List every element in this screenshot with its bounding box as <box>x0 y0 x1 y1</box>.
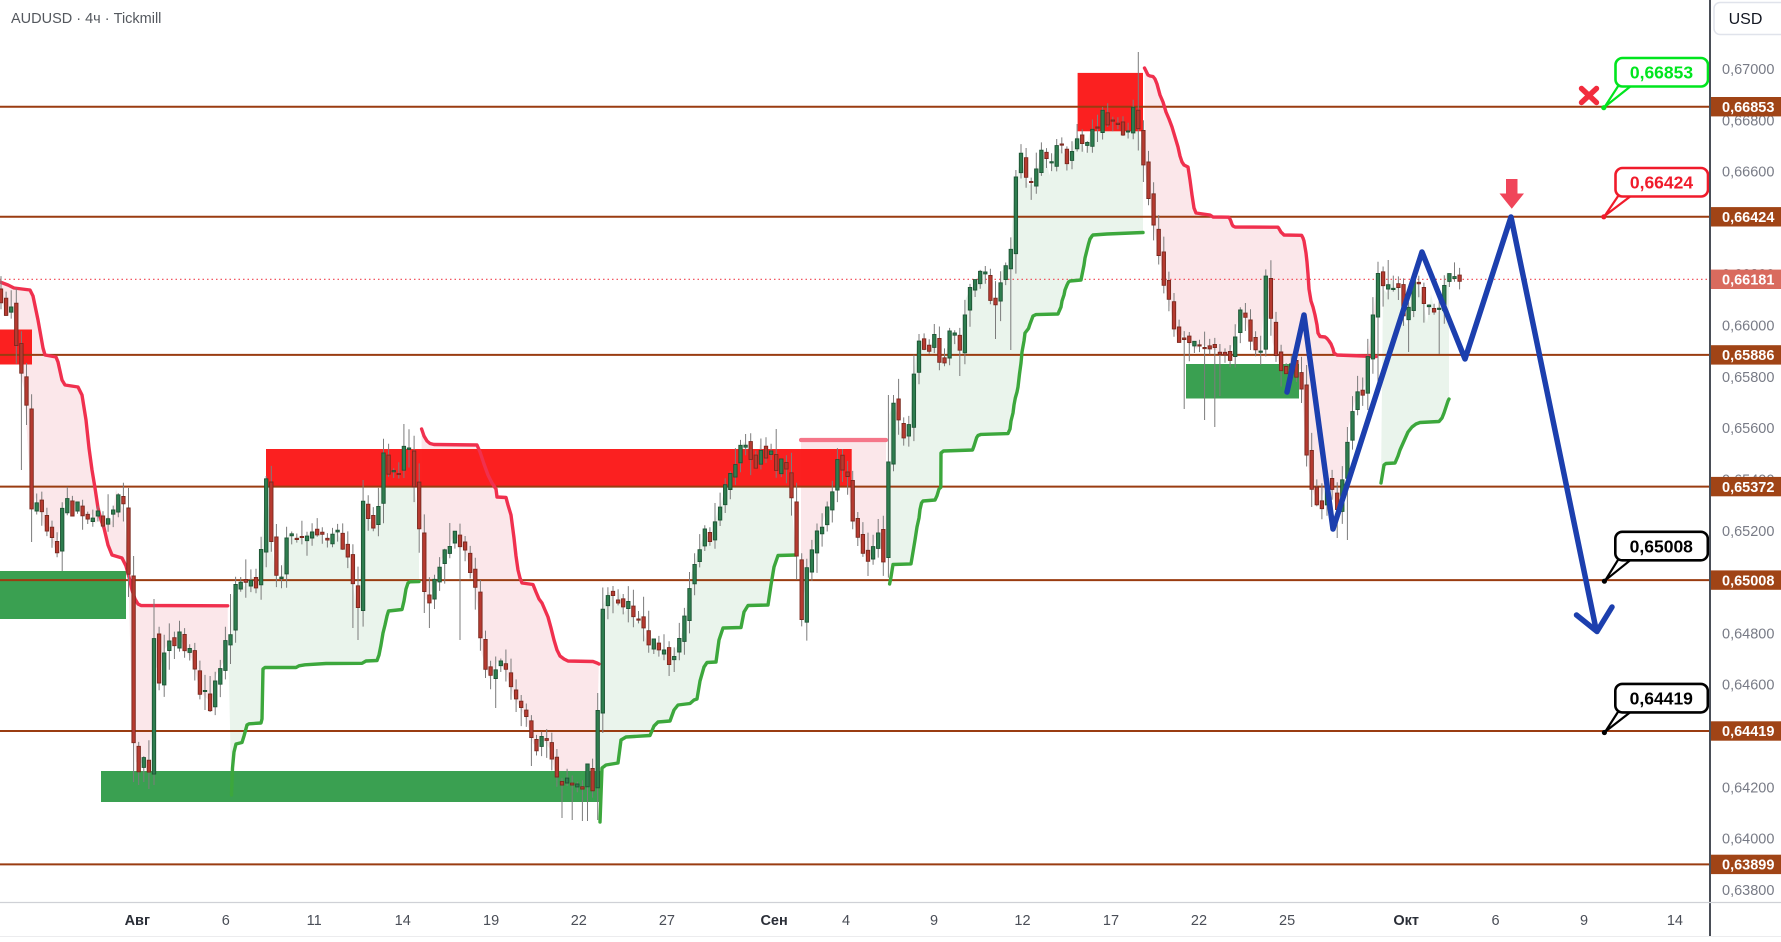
svg-text:0,63899: 0,63899 <box>1722 858 1774 874</box>
svg-text:0,66000: 0,66000 <box>1722 319 1774 335</box>
svg-text:0,63800: 0,63800 <box>1722 883 1774 899</box>
svg-text:0,65372: 0,65372 <box>1722 480 1774 496</box>
svg-text:0,65200: 0,65200 <box>1722 524 1774 540</box>
svg-text:9: 9 <box>930 913 938 929</box>
svg-text:6: 6 <box>222 913 230 929</box>
svg-text:0,67000: 0,67000 <box>1722 62 1774 78</box>
svg-text:9: 9 <box>1580 913 1588 929</box>
svg-text:0,65008: 0,65008 <box>1630 536 1694 556</box>
svg-text:4: 4 <box>842 913 850 929</box>
svg-text:0,66424: 0,66424 <box>1630 173 1694 193</box>
svg-text:14: 14 <box>395 913 411 929</box>
svg-text:0,64000: 0,64000 <box>1722 832 1774 848</box>
svg-text:0,65600: 0,65600 <box>1722 421 1774 437</box>
svg-text:0,64600: 0,64600 <box>1722 678 1774 694</box>
svg-text:14: 14 <box>1667 913 1683 929</box>
svg-text:0,64800: 0,64800 <box>1722 626 1774 642</box>
svg-text:0,65008: 0,65008 <box>1722 573 1774 589</box>
svg-text:6: 6 <box>1492 913 1500 929</box>
svg-text:17: 17 <box>1103 913 1119 929</box>
svg-text:22: 22 <box>571 913 587 929</box>
svg-text:11: 11 <box>307 913 322 929</box>
svg-text:0,66800: 0,66800 <box>1722 113 1774 129</box>
svg-text:0,66181: 0,66181 <box>1722 273 1774 289</box>
svg-text:Сен: Сен <box>760 913 787 929</box>
svg-text:USD: USD <box>1729 11 1763 28</box>
svg-text:0,66600: 0,66600 <box>1722 165 1774 181</box>
svg-text:12: 12 <box>1014 913 1030 929</box>
svg-text:19: 19 <box>483 913 499 929</box>
svg-text:0,66853: 0,66853 <box>1630 63 1694 83</box>
svg-text:Окт: Окт <box>1393 913 1419 929</box>
svg-text:0,66853: 0,66853 <box>1722 100 1774 116</box>
svg-text:25: 25 <box>1279 913 1295 929</box>
svg-text:0,64419: 0,64419 <box>1722 724 1774 740</box>
svg-text:0,64200: 0,64200 <box>1722 780 1774 796</box>
svg-text:Авг: Авг <box>125 913 150 929</box>
svg-text:27: 27 <box>659 913 675 929</box>
svg-text:22: 22 <box>1191 913 1207 929</box>
svg-text:0,65800: 0,65800 <box>1722 370 1774 386</box>
svg-text:AUDUSD · 4ч · Tickmill: AUDUSD · 4ч · Tickmill <box>11 11 161 27</box>
svg-text:0,64419: 0,64419 <box>1630 688 1694 708</box>
svg-text:0,65886: 0,65886 <box>1722 348 1774 364</box>
svg-text:0,66424: 0,66424 <box>1722 210 1774 226</box>
